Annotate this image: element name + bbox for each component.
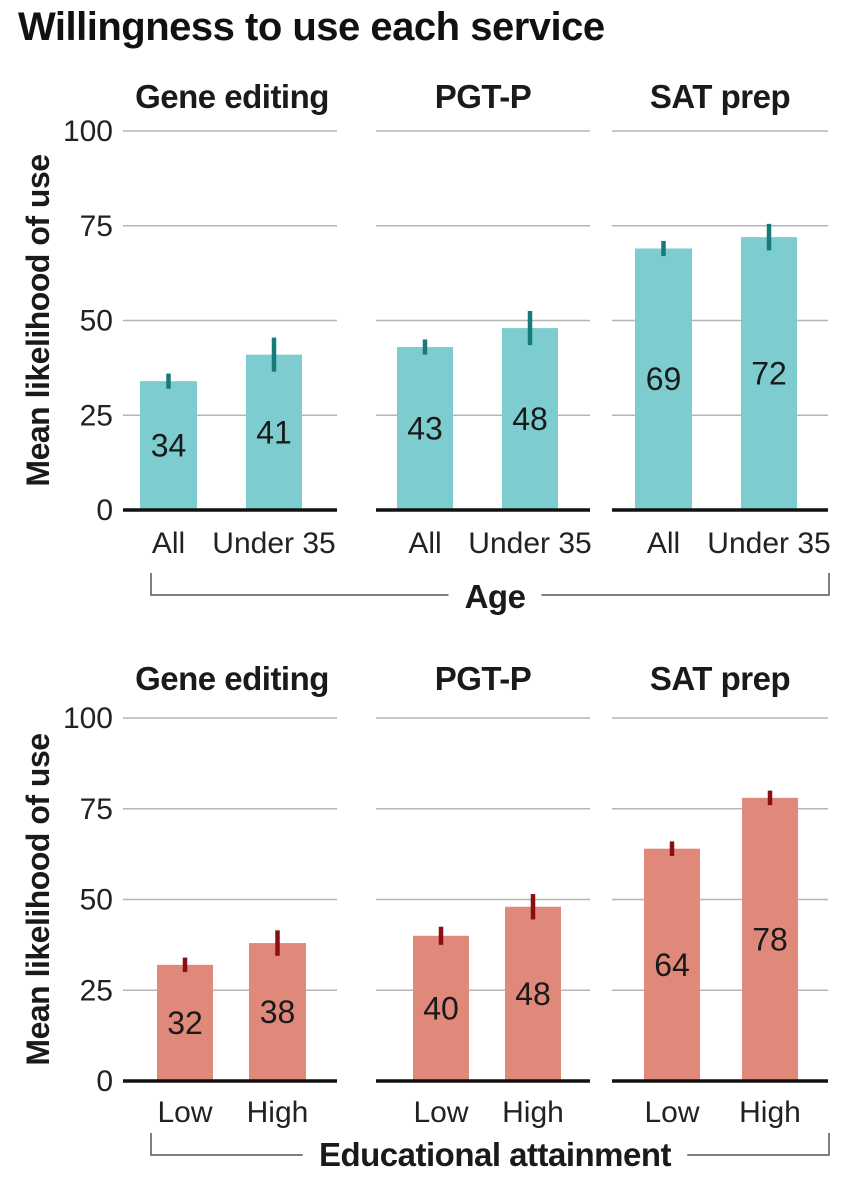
group-label: Age bbox=[465, 578, 526, 615]
y-tick-label: 25 bbox=[80, 399, 113, 432]
bar-value-label: 48 bbox=[515, 976, 551, 1012]
panel-sat-prep: SAT prep 64 Low 78 High bbox=[612, 660, 828, 1129]
bar bbox=[246, 354, 302, 510]
group-bracket-left bbox=[150, 1133, 303, 1156]
panel-gene-editing: Gene editing 32 Low 38 High bbox=[123, 660, 337, 1129]
panel-title: Gene editing bbox=[135, 78, 329, 115]
y-axis-label: Mean likelihood of use bbox=[20, 154, 56, 486]
bar bbox=[742, 797, 798, 1081]
bar bbox=[157, 964, 213, 1081]
panel-sat-prep: SAT prep 69 All 72 Under 35 bbox=[612, 78, 831, 560]
bar-value-label: 64 bbox=[654, 947, 690, 983]
panel-title: SAT prep bbox=[650, 660, 790, 697]
x-tick-label: Under 35 bbox=[707, 527, 830, 560]
bar-value-label: 72 bbox=[751, 356, 787, 392]
x-tick-label: Low bbox=[644, 1096, 699, 1129]
bar-value-label: 48 bbox=[512, 401, 548, 437]
x-tick-label: Under 35 bbox=[212, 527, 335, 560]
x-tick-label: High bbox=[502, 1096, 564, 1129]
bar bbox=[644, 848, 700, 1081]
panel-pgt-p: PGT-P 40 Low 48 High bbox=[376, 660, 590, 1129]
x-tick-label: Under 35 bbox=[468, 527, 591, 560]
x-tick-label: Low bbox=[157, 1096, 212, 1129]
group-bracket-right bbox=[541, 573, 830, 596]
bar bbox=[741, 237, 797, 510]
bar-value-label: 32 bbox=[167, 1005, 203, 1041]
bar bbox=[635, 248, 692, 511]
bar-value-label: 69 bbox=[646, 361, 682, 397]
panel-title: PGT-P bbox=[435, 660, 532, 697]
y-tick-label: 25 bbox=[80, 974, 113, 1007]
chart-title: Willingness to use each service bbox=[18, 5, 605, 49]
y-tick-label: 50 bbox=[80, 884, 113, 917]
bar-value-label: 43 bbox=[407, 411, 443, 447]
bar-value-label: 38 bbox=[260, 994, 296, 1030]
group-label: Educational attainment bbox=[319, 1136, 672, 1173]
y-tick-label: 75 bbox=[80, 793, 113, 826]
panel-title: PGT-P bbox=[435, 78, 532, 115]
bar bbox=[249, 943, 306, 1081]
group-bracket-right bbox=[687, 1133, 830, 1156]
bar bbox=[502, 328, 558, 510]
x-tick-label: High bbox=[247, 1096, 309, 1129]
bar-value-label: 40 bbox=[423, 990, 459, 1026]
x-tick-label: High bbox=[739, 1096, 801, 1129]
bar bbox=[505, 906, 561, 1081]
group-bracket-left bbox=[150, 573, 449, 596]
x-tick-label: All bbox=[408, 527, 441, 560]
y-tick-label: 75 bbox=[80, 210, 113, 243]
bar bbox=[140, 381, 197, 510]
y-tick-label: 0 bbox=[96, 1065, 113, 1098]
bar-value-label: 41 bbox=[256, 414, 292, 450]
y-axis-label: Mean likelihood of use bbox=[20, 733, 56, 1065]
x-tick-label: Low bbox=[413, 1096, 468, 1129]
bar bbox=[397, 347, 453, 510]
y-tick-label: 100 bbox=[63, 115, 113, 148]
y-tick-label: 0 bbox=[96, 494, 113, 527]
bar-value-label: 34 bbox=[151, 428, 187, 464]
bar-value-label: 78 bbox=[752, 921, 788, 957]
bar bbox=[413, 935, 469, 1081]
x-tick-label: All bbox=[152, 527, 185, 560]
panel-title: Gene editing bbox=[135, 660, 329, 697]
panel-pgt-p: PGT-P 43 All 48 Under 35 bbox=[376, 78, 592, 560]
panel-title: SAT prep bbox=[650, 78, 790, 115]
panel-gene-editing: Gene editing 34 All 41 Under 35 bbox=[123, 78, 337, 560]
x-tick-label: All bbox=[647, 527, 680, 560]
y-tick-label: 100 bbox=[63, 702, 113, 735]
y-tick-label: 50 bbox=[80, 305, 113, 338]
